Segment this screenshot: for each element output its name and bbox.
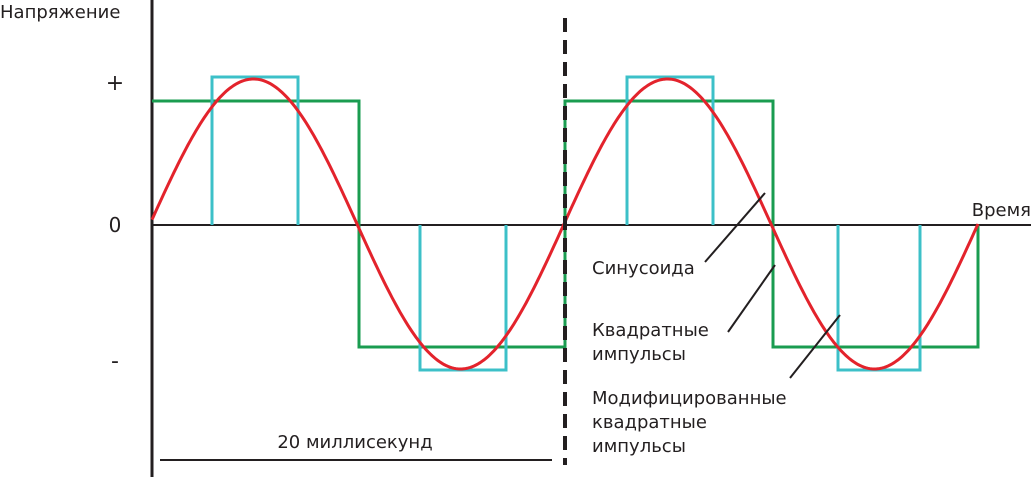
- square-label: импульсы: [592, 344, 686, 365]
- x-axis-label: Время: [972, 200, 1031, 221]
- minus-label: -: [111, 349, 119, 374]
- leader-line: [704, 192, 766, 263]
- period-label: 20 миллисекунд: [277, 432, 432, 453]
- y-axis-label: Напряжение: [0, 2, 120, 23]
- zero-label: 0: [109, 213, 122, 237]
- leader-line: [789, 314, 841, 379]
- modified-label: Модифицированные: [592, 388, 787, 409]
- leader-line: [727, 264, 776, 333]
- modified-label: импульсы: [592, 436, 686, 457]
- modified-label: квадратные: [592, 412, 707, 433]
- plus-label: +: [106, 71, 124, 96]
- square-label: Квадратные: [592, 320, 709, 341]
- sine-label: Синусоида: [592, 258, 695, 279]
